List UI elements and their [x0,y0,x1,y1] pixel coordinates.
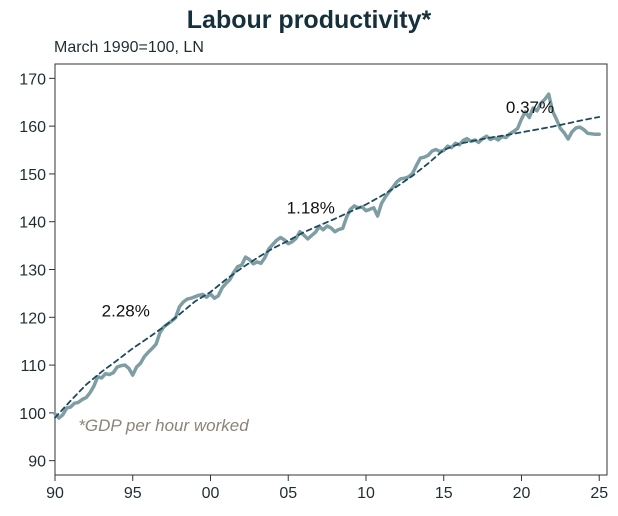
y-tick-label: 140 [19,215,46,232]
x-tick-label: 10 [357,485,375,502]
y-tick-label: 90 [28,454,46,471]
chart-subtitle: March 1990=100, LN [54,39,204,56]
plot-frame [54,63,608,476]
growth-rate-label: 2.28% [102,301,150,320]
trend-line [54,116,601,419]
y-tick-label: 110 [20,358,46,375]
x-tick-label: 90 [46,485,64,502]
growth-rate-label: 1.18% [287,199,335,218]
y-tick-label: 120 [19,310,46,327]
y-tick-label: 100 [19,406,46,423]
y-tick-label: 170 [19,71,46,88]
y-tick-label: 130 [19,263,46,280]
y-tick-label: 150 [19,167,46,184]
chart-title: Labour productivity* [186,6,432,34]
productivity-line [53,92,601,420]
x-tick-label: 25 [590,485,608,502]
footnote: *GDP per hour worked [78,416,249,435]
y-tick-label: 160 [19,119,46,136]
x-tick-label: 15 [435,485,453,502]
x-tick-label: 20 [513,485,531,502]
growth-rate-label: 0.37% [506,98,554,117]
x-tick-label: 00 [202,485,220,502]
x-tick-label: 95 [124,485,142,502]
x-tick-label: 05 [279,485,297,502]
